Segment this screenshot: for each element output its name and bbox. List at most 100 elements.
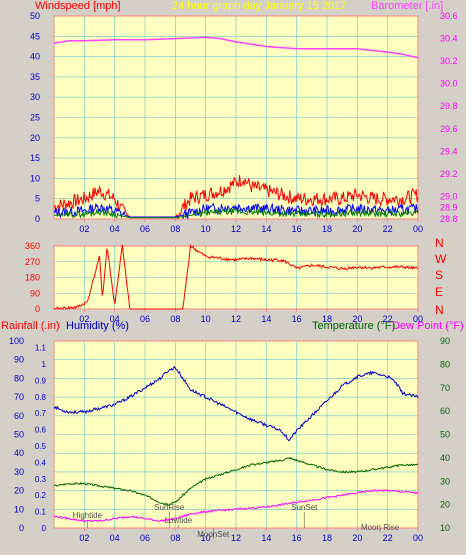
temp-y-tick-label: 60 xyxy=(440,406,450,416)
direction-x-tick-label: 20 xyxy=(352,314,362,324)
direction-x-tick-label: 16 xyxy=(292,314,302,324)
chart-title: 24 hour graph day January 15 2017 xyxy=(172,0,347,12)
humidity-y-tick-label: 80 xyxy=(14,373,24,383)
wind-dir-label-w: W xyxy=(435,252,447,266)
baro-y-tick-label: 30.0 xyxy=(440,79,458,89)
lower-x-tick-label: 02 xyxy=(79,533,89,543)
rain-y-tick-label: 0.3 xyxy=(35,475,47,484)
wind-y-tick-label: 0 xyxy=(35,214,40,224)
wind-direction-line xyxy=(53,244,419,310)
direction-x-tick-label: 14 xyxy=(261,314,271,324)
humidity-y-tick-label: 30 xyxy=(14,467,24,477)
rain-y-tick-label: 1.1 xyxy=(35,344,47,353)
lower-x-tick-label: 06 xyxy=(140,533,150,543)
direction-y-tick-label: 360 xyxy=(25,241,40,251)
temp-y-tick-label: 20 xyxy=(440,500,450,510)
temp-y-tick-label: 50 xyxy=(440,430,450,440)
lower-x-tick-label: 20 xyxy=(352,533,362,543)
lower-x-tick-label: 08 xyxy=(170,533,180,543)
temperature-line xyxy=(53,457,419,506)
baro-y-tick-label: 29.6 xyxy=(440,124,458,134)
baro-y-tick-label: 29.2 xyxy=(440,169,458,179)
wind-dir-label-n-bottom: N xyxy=(435,303,444,317)
wind-x-tick-label: 10 xyxy=(201,224,211,234)
baro-y-tick-label: 30.2 xyxy=(440,56,458,66)
wind-x-tick-label: 04 xyxy=(110,224,120,234)
wind-x-tick-label: 08 xyxy=(170,224,180,234)
humidity-line xyxy=(53,365,419,442)
humidity-y-tick-label: 100 xyxy=(9,336,24,346)
rain-y-tick-label: 0.9 xyxy=(35,376,47,385)
temp-y-tick-label: 70 xyxy=(440,383,450,393)
wind-dir-label-n-top: N xyxy=(435,236,444,250)
dewpoint-axis-title: Dew Point (°F) xyxy=(392,320,464,332)
temp-y-tick-label: 10 xyxy=(440,523,450,533)
humidity-y-tick-label: 40 xyxy=(14,448,24,458)
direction-x-tick-label: 08 xyxy=(170,314,180,324)
direction-x-tick-label: 22 xyxy=(383,314,393,324)
annotation-label: MoonSet xyxy=(197,530,230,539)
rain-y-tick-label: 0.7 xyxy=(35,409,47,418)
annotation-label: Moon Rise xyxy=(361,523,400,532)
lower-x-tick-label: 12 xyxy=(231,533,241,543)
lower-x-tick-label: 00 xyxy=(413,533,423,543)
temp-y-tick-label: 90 xyxy=(440,336,450,346)
wind-low-line xyxy=(54,207,419,219)
wind-x-tick-label: 00 xyxy=(413,224,423,234)
annotation-label: SunSet xyxy=(291,503,318,512)
barometer-axis-title: Barometer [.in] xyxy=(371,0,444,12)
direction-x-tick-label: 04 xyxy=(110,314,120,324)
wind-y-tick-label: 10 xyxy=(30,173,40,183)
rain-y-tick-label: 0.5 xyxy=(35,442,47,451)
wind-y-tick-label: 15 xyxy=(30,153,40,163)
wind-x-tick-label: 06 xyxy=(140,224,150,234)
rain-y-tick-label: 0.2 xyxy=(35,491,47,500)
direction-y-tick-label: 90 xyxy=(30,288,40,298)
baro-y-tick-label: 29.8 xyxy=(440,101,458,111)
wind-x-tick-label: 22 xyxy=(383,224,393,234)
direction-x-tick-label: 06 xyxy=(140,314,150,324)
wind-x-tick-label: 16 xyxy=(292,224,302,234)
wind-y-tick-label: 45 xyxy=(30,31,40,41)
annotation-label: Hightide xyxy=(73,511,103,520)
direction-y-tick-label: 180 xyxy=(25,273,40,283)
humidity-y-tick-label: 0 xyxy=(19,523,24,533)
wind-y-tick-label: 50 xyxy=(30,11,40,21)
wind-x-tick-label: 20 xyxy=(352,224,362,234)
baro-y-tick-label: 28.9 xyxy=(440,203,458,213)
annotation-label: SunRise xyxy=(154,503,185,512)
baro-y-tick-label: 28.8 xyxy=(440,214,458,224)
lower-x-tick-label: 16 xyxy=(292,533,302,543)
wind-dir-label-s: S xyxy=(435,268,444,282)
baro-y-tick-label: 30.4 xyxy=(440,34,458,44)
baro-y-tick-label: 29.4 xyxy=(440,146,458,156)
rain-y-tick-label: 0.8 xyxy=(35,393,47,402)
direction-x-tick-label: 10 xyxy=(201,314,211,324)
rain-y-tick-label: 0.6 xyxy=(35,426,47,435)
wind-y-tick-label: 40 xyxy=(30,52,40,62)
direction-x-tick-label: 00 xyxy=(413,314,423,324)
annotation-label: Lowtide xyxy=(165,516,193,525)
humidity-y-tick-label: 20 xyxy=(14,486,24,496)
wind-y-tick-label: 20 xyxy=(30,133,40,143)
baro-y-tick-label: 29.0 xyxy=(440,191,458,201)
lower-x-tick-label: 10 xyxy=(201,533,211,543)
direction-y-tick-label: 0 xyxy=(35,304,40,314)
temperature-axis-title: Temperature (°F) xyxy=(312,320,396,332)
wind-dir-label-e: E xyxy=(435,285,444,299)
temp-y-tick-label: 80 xyxy=(440,359,450,369)
rain-y-tick-label: 0.1 xyxy=(35,508,47,517)
dewpoint-line xyxy=(53,489,418,523)
direction-x-tick-label: 12 xyxy=(231,314,241,324)
windspeed-axis-title: Windspeed [mph] xyxy=(35,0,121,12)
rainfall-axis-title: Rainfall (.in) xyxy=(1,320,60,332)
wind-average-line xyxy=(53,202,419,219)
lower-x-tick-label: 04 xyxy=(110,533,120,543)
wind-x-tick-label: 12 xyxy=(231,224,241,234)
rain-y-tick-label: 0.4 xyxy=(35,458,47,467)
rain-y-tick-label: 0 xyxy=(42,524,47,533)
direction-y-tick-label: 270 xyxy=(25,257,40,267)
humidity-y-tick-label: 50 xyxy=(14,430,24,440)
wind-x-tick-label: 02 xyxy=(79,224,89,234)
